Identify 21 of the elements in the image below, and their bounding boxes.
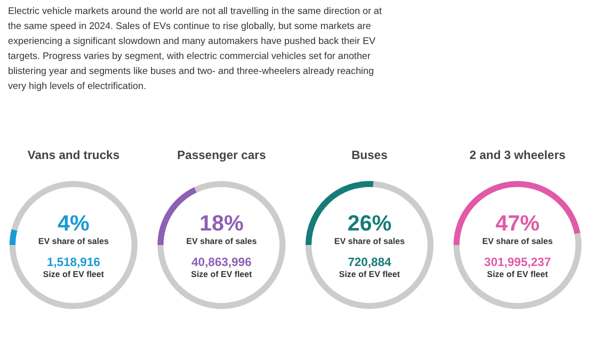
text: EV share of sales [38,236,109,246]
text: Electric vehicle markets around the world are not all travelling in the same direction or at the same speed in 2024. Sales of EVs continue to rise globally, but some markets are experiencing a significant slowdown and many automakers have pushed back their EV targets. Progress varies by segment, with electric commercial vehicles set for another blistering year and segments like buses and two- and three-wheelers already reaching very high levels of electrification. [8,5,383,94]
text: Size of EV fleet [191,269,252,279]
text: Size of EV fleet [339,269,400,279]
text: 4% [58,210,90,236]
text: 18% [199,210,244,236]
chart-title: 2 and 3 wheelers [469,148,566,162]
text: Size of EV fleet [487,269,548,279]
text: EV share of sales [334,236,405,246]
text: 47% [495,210,540,236]
text: 26% [347,210,392,236]
text: EV share of sales [186,236,257,246]
text: 720,884 [348,255,392,269]
chart-title: Buses [351,148,388,162]
text: 1,518,916 [46,255,101,269]
text: 301,995,237 [484,255,552,269]
text: 40,863,996 [191,255,252,269]
text: EV share of sales [482,236,553,246]
chart-title: Vans and trucks [27,148,120,162]
text: Size of EV fleet [43,269,104,279]
chart-title: Passenger cars [177,148,266,162]
